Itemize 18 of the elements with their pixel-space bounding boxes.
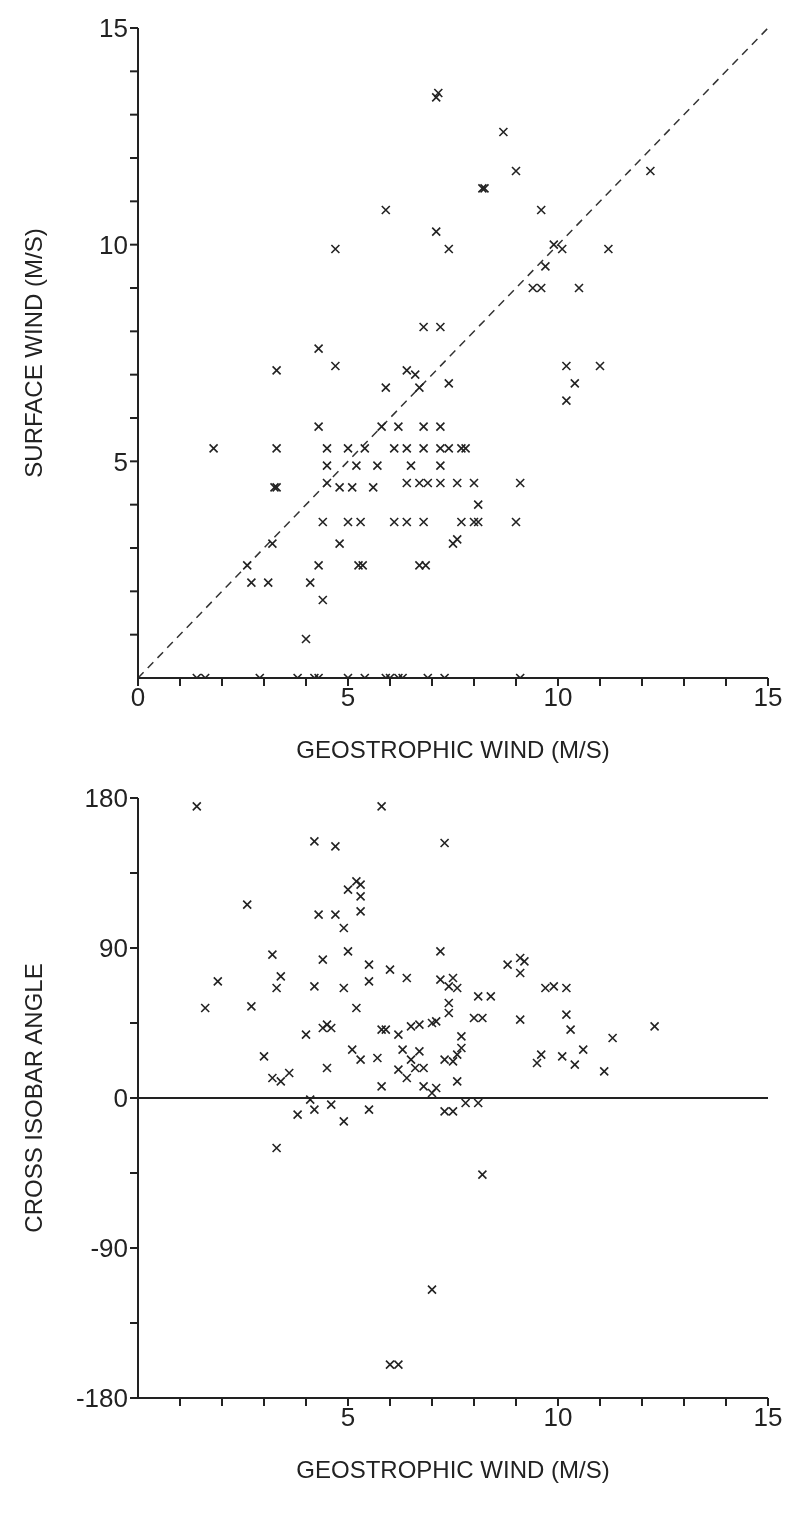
x-axis-title: GEOSTROPHIC WIND (M/S) (296, 736, 610, 763)
x-tick-label: 10 (543, 1402, 573, 1433)
y-tick-label: 5 (113, 446, 128, 477)
x-tick-label: 10 (543, 682, 573, 713)
y-tick-label: -90 (90, 1233, 128, 1264)
y-tick-label: 10 (99, 229, 128, 260)
y-tick-label: 90 (99, 933, 128, 964)
x-axis-title: GEOSTROPHIC WIND (M/S) (296, 1456, 610, 1483)
x-tick-label: 15 (753, 1402, 783, 1433)
y-tick-label: 15 (99, 13, 128, 44)
y-tick-label: -180 (75, 1383, 128, 1414)
y-tick-label: 0 (113, 1083, 128, 1114)
x-tick-label: 5 (340, 1402, 356, 1433)
x-tick-label: 15 (753, 682, 783, 713)
x-tick-label: 5 (340, 682, 356, 713)
y-axis-title: SURFACE WIND (M/S) (19, 228, 47, 478)
y-tick-label: 180 (84, 783, 128, 814)
y-axis-title: CROSS ISOBAR ANGLE (19, 963, 47, 1233)
